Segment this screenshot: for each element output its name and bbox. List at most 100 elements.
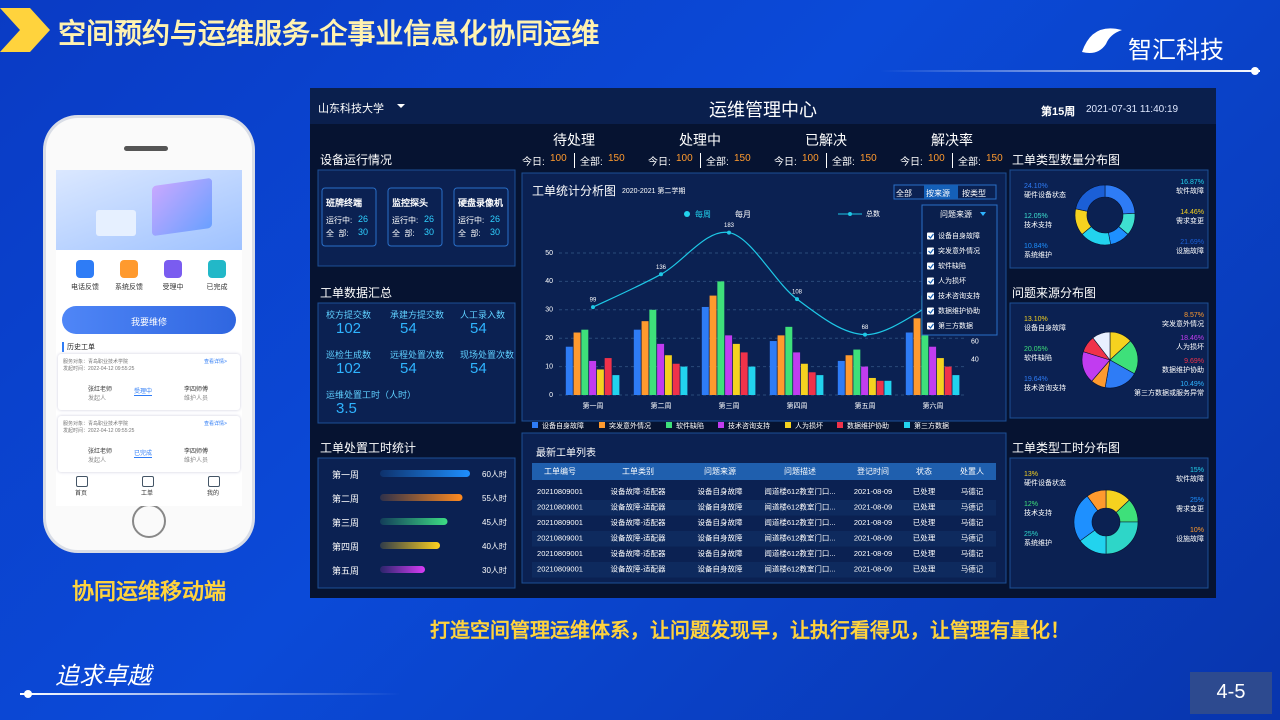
cell: 设备自身故障	[698, 548, 743, 558]
panel-title: 工单数据汇总	[320, 286, 393, 300]
dashboard-title: 运维管理中心	[709, 100, 817, 120]
menu-label: 受理中	[162, 284, 184, 291]
slice-label: 硬件设备状态	[1024, 478, 1066, 487]
logo-text: 智汇科技	[1128, 38, 1224, 64]
cell: 2021-08-09	[854, 549, 892, 558]
line-point	[659, 272, 663, 277]
checkmark	[928, 248, 934, 254]
y-tick-label: 30	[545, 307, 553, 314]
sparkle	[24, 690, 32, 698]
slice-value-label: 24.10%	[1024, 183, 1048, 190]
y-tick-label: 50	[545, 250, 553, 257]
bar	[709, 295, 717, 395]
checkmark	[928, 293, 934, 299]
pie-slice	[1086, 489, 1107, 512]
bar	[680, 366, 688, 395]
data-label: 99	[590, 298, 597, 304]
logo-mark	[1082, 28, 1122, 53]
toggle: 每月	[735, 210, 751, 219]
device-running: 26	[358, 214, 369, 224]
cell: 已处理	[913, 501, 936, 511]
dropdown-caret	[980, 212, 986, 216]
legend-label: 设备自身故障	[542, 421, 584, 430]
filter: 全部	[896, 189, 912, 198]
panel-title: 工单类型工时分布图	[1012, 441, 1121, 455]
cell: 2021-08-09	[854, 564, 892, 573]
summary-value: 102	[336, 320, 362, 337]
summary-label: 巡检生成数	[326, 350, 372, 360]
tab-label: 首页	[74, 491, 87, 497]
legend-swatch	[785, 422, 791, 428]
device-running-label: 运行中:	[458, 216, 485, 225]
legend-dot	[848, 212, 852, 216]
week: 第15周	[1041, 106, 1076, 118]
maintainer-role: 维护人员	[184, 396, 209, 402]
stat-label: 待处理	[553, 132, 595, 148]
device-name: 班牌终端	[326, 198, 363, 208]
cell: 设备故障-适配器	[611, 501, 666, 511]
menu-icon	[208, 260, 226, 278]
slice-label: 软件故障	[1176, 474, 1204, 483]
bar	[641, 321, 649, 395]
line-point	[795, 297, 799, 302]
toggle: 每周	[695, 210, 711, 219]
slice-label: 软件故障	[1176, 186, 1204, 195]
cell: 20210809001	[537, 487, 583, 496]
stat-today: 100	[802, 153, 819, 164]
line	[592, 231, 934, 336]
hours-bar	[380, 542, 440, 549]
legend-label: 突发意外情况	[609, 421, 651, 430]
toggle-dot	[684, 211, 690, 217]
slice-value-label: 25%	[1024, 531, 1038, 538]
bar	[905, 332, 913, 395]
chart-subtitle: 2020-2021 第二学期	[622, 188, 686, 195]
slice-value-label: 10.49%	[1180, 381, 1204, 388]
stat-total: 150	[734, 153, 751, 164]
dropdown-item: 突发意外情况	[938, 246, 980, 255]
dashboard: 0 10 20 30 40 50 40 60 第一周 第二周 第三周 第四周 第五周 第六周 99 136 18…	[310, 88, 1216, 598]
glow-line	[880, 70, 1260, 72]
summary-label: 远程处置次数	[390, 350, 445, 360]
dropdown-item: 设备自身故障	[938, 231, 980, 240]
tab-icon	[208, 476, 220, 487]
bar	[785, 326, 793, 395]
bar	[944, 366, 952, 395]
summary-label: 人工录入数	[460, 310, 506, 320]
panel	[317, 169, 516, 267]
device-total: 30	[424, 227, 435, 237]
cell: 马德记	[961, 486, 984, 496]
bar	[876, 380, 884, 395]
legend-swatch	[666, 422, 672, 428]
maintainer: 李四师傅	[184, 449, 209, 455]
header-bar	[310, 88, 1216, 124]
bar	[740, 352, 748, 395]
hours-bar	[380, 494, 463, 501]
order-status: 受理中	[134, 386, 153, 396]
bar	[672, 363, 680, 395]
menu-icon	[164, 260, 182, 278]
cell: 设备故障-适配器	[611, 563, 666, 573]
summary-label: 校方提交数	[326, 310, 372, 320]
slice-label: 需求变更	[1176, 504, 1204, 513]
device-name: 硬盘录像机	[458, 198, 504, 208]
x-tick-label: 第三周	[719, 401, 740, 410]
panel	[1009, 457, 1209, 589]
bar	[664, 355, 672, 395]
tab-icon	[76, 476, 88, 487]
menu-label: 系统反馈	[115, 284, 143, 291]
cell: 20210809001	[537, 502, 583, 511]
stat-today: 100	[928, 153, 945, 164]
phone-frame: 电话反馈 系统反馈 受理中 已完成 我要维修 历史工单 服务对象：青岛职业技术学院 发起时间：…	[46, 118, 252, 550]
legend-swatch	[599, 422, 605, 428]
bar	[808, 372, 816, 395]
stat-label: 解决率	[931, 132, 973, 148]
device-running-label: 运行中:	[392, 216, 419, 225]
cell: 已处理	[913, 532, 936, 542]
cell: 闻道楼612教室门口...	[764, 548, 835, 558]
menu-icon	[76, 260, 94, 278]
y2-tick-label: 60	[971, 339, 979, 346]
bar	[793, 352, 801, 395]
line-point	[727, 230, 731, 235]
order-target: 服务对象：青岛职业技术学院	[63, 359, 129, 365]
